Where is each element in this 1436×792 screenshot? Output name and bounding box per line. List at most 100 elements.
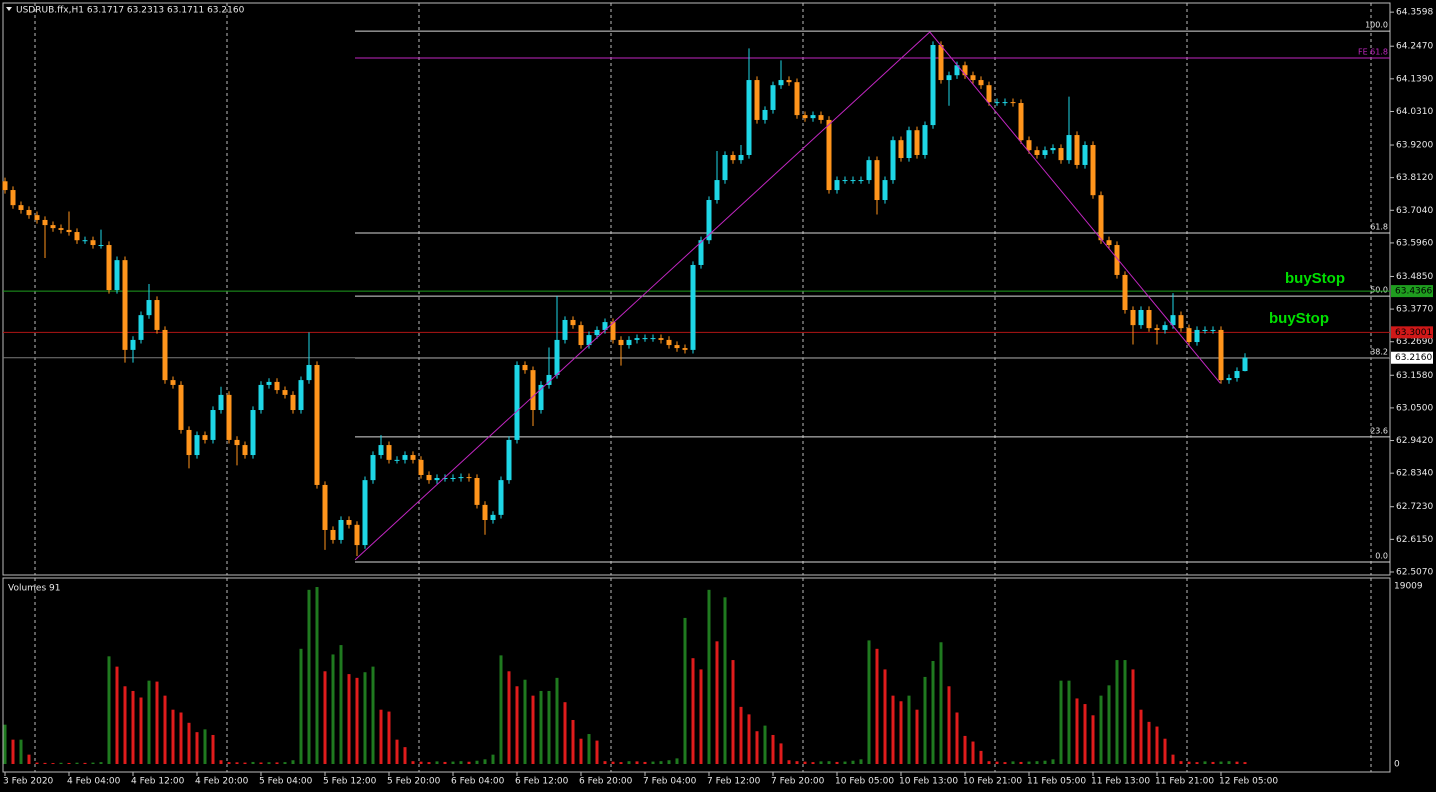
candle-body (386, 445, 392, 460)
volume-bar (459, 761, 463, 764)
candle-body (986, 85, 992, 103)
volume-bar (227, 762, 231, 764)
annotation: buyStop (1269, 310, 1329, 327)
candle-body (506, 439, 512, 481)
candle-body (786, 80, 792, 83)
candle-body (258, 384, 264, 411)
y-tick-label: 62.8340 (1396, 469, 1433, 479)
candle-body (866, 160, 872, 181)
x-tick-label: 11 Feb 21:00 (1155, 777, 1214, 787)
menu-arrow[interactable] (6, 7, 12, 11)
candle-body (250, 410, 256, 456)
volume-bar (843, 761, 847, 764)
volume-bar (139, 697, 143, 764)
volume-bar (99, 762, 103, 764)
candle-body (714, 180, 720, 201)
candle-body (834, 180, 840, 191)
volume-bar (1051, 759, 1055, 764)
candle-body (954, 65, 960, 76)
volume-bar (1243, 762, 1247, 764)
x-tick-label: 11 Feb 05:00 (1027, 777, 1086, 787)
candle-body (634, 338, 640, 340)
volume-bar (667, 760, 671, 764)
candle-body (1194, 329, 1200, 343)
candle-body (1090, 145, 1096, 196)
volume-bar (1131, 669, 1135, 764)
candle-body (698, 240, 704, 265)
volume-bar (51, 763, 55, 764)
candle-body (346, 520, 352, 525)
volume-bar (395, 739, 399, 764)
candle-body (298, 380, 304, 411)
volume-bar (531, 695, 535, 764)
candle-body (354, 524, 360, 546)
volume-bar (171, 709, 175, 764)
volume-bar (1163, 738, 1167, 764)
candle-body (554, 339, 560, 375)
volume-bar (411, 761, 415, 764)
candle-body (858, 180, 864, 182)
candle-body (682, 348, 688, 350)
x-tick-label: 7 Feb 20:00 (771, 777, 825, 787)
x-tick-label: 11 Feb 13:00 (1091, 777, 1150, 787)
candle-body (90, 240, 96, 246)
candle-body (522, 364, 528, 371)
volume-bar (291, 760, 295, 764)
volume-bar (651, 761, 655, 764)
volume-bar (107, 656, 111, 764)
x-tick-label: 10 Feb 13:00 (899, 777, 958, 787)
candle-body (82, 240, 88, 242)
candle-body (1178, 315, 1184, 329)
x-tick-label: 5 Feb 04:00 (259, 777, 313, 787)
candle-body (1210, 329, 1216, 331)
volume-bar (891, 695, 895, 764)
y-tick-label: 62.9420 (1396, 436, 1433, 446)
volume-title: Volumes 91 (8, 584, 60, 594)
volume-bar (83, 762, 87, 764)
volume-bar (355, 677, 359, 764)
zigzag-line (354, 31, 1221, 561)
candle-body (1002, 102, 1008, 104)
volume-bar (307, 589, 311, 764)
x-tick-label: 10 Feb 05:00 (835, 777, 894, 787)
volume-bar (1179, 761, 1183, 764)
volume-bar (699, 669, 703, 764)
candle-body (946, 75, 952, 81)
x-tick-label: 5 Feb 20:00 (387, 777, 441, 787)
candle-body (970, 75, 976, 81)
candle-body (370, 455, 376, 481)
volume-bar (1219, 761, 1223, 764)
volume-bar (1067, 680, 1071, 764)
y-tick-label: 62.5070 (1396, 567, 1433, 577)
volume-bar (219, 760, 223, 764)
candle-body (882, 180, 888, 201)
x-tick-label: 5 Feb 12:00 (323, 777, 377, 787)
volume-bar (979, 750, 983, 764)
volume-bar (59, 762, 63, 764)
volume-bar (299, 648, 303, 764)
volume-bar (635, 761, 639, 764)
candle-body (418, 459, 424, 475)
candle-body (450, 478, 456, 480)
volume-bar (1187, 761, 1191, 764)
volume-bar (275, 762, 279, 764)
candle-body (1122, 274, 1128, 311)
y-tick-label: 64.3598 (1396, 8, 1433, 18)
volume-bar (739, 706, 743, 764)
candle-body (330, 529, 336, 540)
candle-body (194, 435, 200, 456)
candle-body (562, 319, 568, 340)
volume-bar (243, 762, 247, 764)
candle-body (746, 80, 752, 155)
candle-body (242, 445, 248, 456)
volume-bar (475, 760, 479, 764)
fib-label: 0.0 (1375, 552, 1388, 561)
candle-body (98, 245, 104, 247)
volume-bar (883, 669, 887, 764)
candle-body (314, 364, 320, 485)
candle-body (1170, 315, 1176, 326)
candle-body (322, 484, 328, 530)
candle-body (146, 300, 152, 316)
candle-body (1130, 310, 1136, 326)
volume-bar (923, 676, 927, 764)
